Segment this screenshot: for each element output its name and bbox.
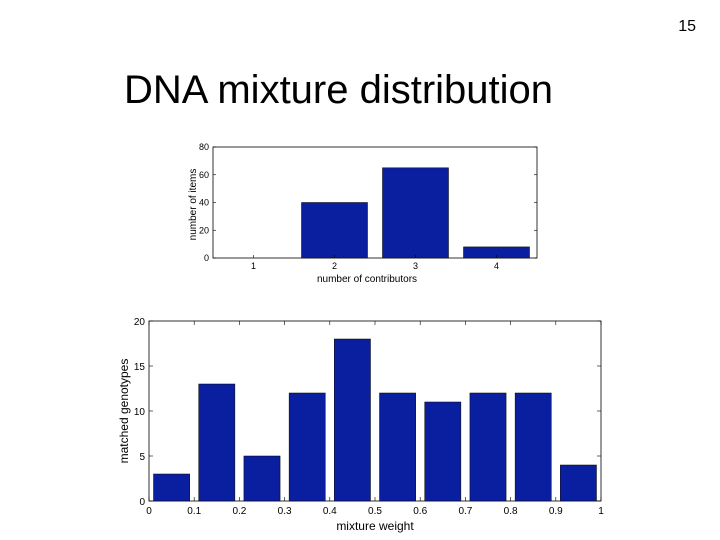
y-axis-label: number of items [188, 169, 199, 241]
bar [334, 338, 371, 502]
bar [301, 202, 368, 259]
bar [379, 392, 416, 502]
y-tick-label: 20 [199, 225, 209, 235]
x-tick-label: 0.8 [504, 506, 518, 517]
y-tick-label: 5 [139, 452, 145, 463]
bar [514, 392, 552, 502]
x-tick-label: 3 [413, 261, 418, 271]
x-tick-label: 0.7 [458, 506, 472, 517]
bar [288, 392, 326, 502]
bar [382, 167, 449, 259]
bar [198, 383, 236, 502]
x-tick-label: 1 [251, 261, 256, 271]
y-tick-label: 40 [199, 198, 209, 208]
y-tick-label: 20 [134, 317, 146, 328]
x-tick-label: 2 [332, 261, 337, 271]
bar [153, 473, 190, 502]
y-tick-label: 0 [204, 253, 209, 263]
x-tick-label: 0.3 [278, 506, 292, 517]
bar [469, 392, 507, 502]
bar [243, 455, 281, 502]
y-tick-label: 10 [134, 407, 146, 418]
y-tick-label: 15 [134, 362, 146, 373]
bar [424, 401, 462, 502]
x-tick-label: 0.2 [232, 506, 246, 517]
y-tick-label: 80 [199, 142, 209, 152]
slide-number: 15 [678, 18, 696, 35]
plot-frame [212, 146, 538, 259]
bar [560, 464, 597, 502]
x-axis-label: mixture weight [336, 519, 414, 533]
x-tick-label: 0.9 [549, 506, 563, 517]
x-tick-label: 0.5 [368, 506, 382, 517]
x-tick-label: 0 [146, 506, 152, 517]
y-tick-label: 0 [139, 497, 145, 508]
y-tick-label: 60 [199, 170, 209, 180]
y-axis-label: matched genotypes [117, 359, 131, 464]
x-tick-label: 1 [598, 506, 604, 517]
x-tick-label: 0.6 [413, 506, 427, 517]
x-tick-label: 0.1 [187, 506, 201, 517]
x-axis-label: number of contributors [317, 274, 417, 285]
x-tick-label: 0.4 [323, 506, 337, 517]
x-tick-label: 4 [494, 261, 499, 271]
slide-title: DNA mixture distribution [124, 68, 554, 112]
mixture-weight-chart: 0 0.1 0.2 0.3 0.4 0.5 0.6 0.7 0.8 0.9 105101520mix… [117, 317, 604, 533]
